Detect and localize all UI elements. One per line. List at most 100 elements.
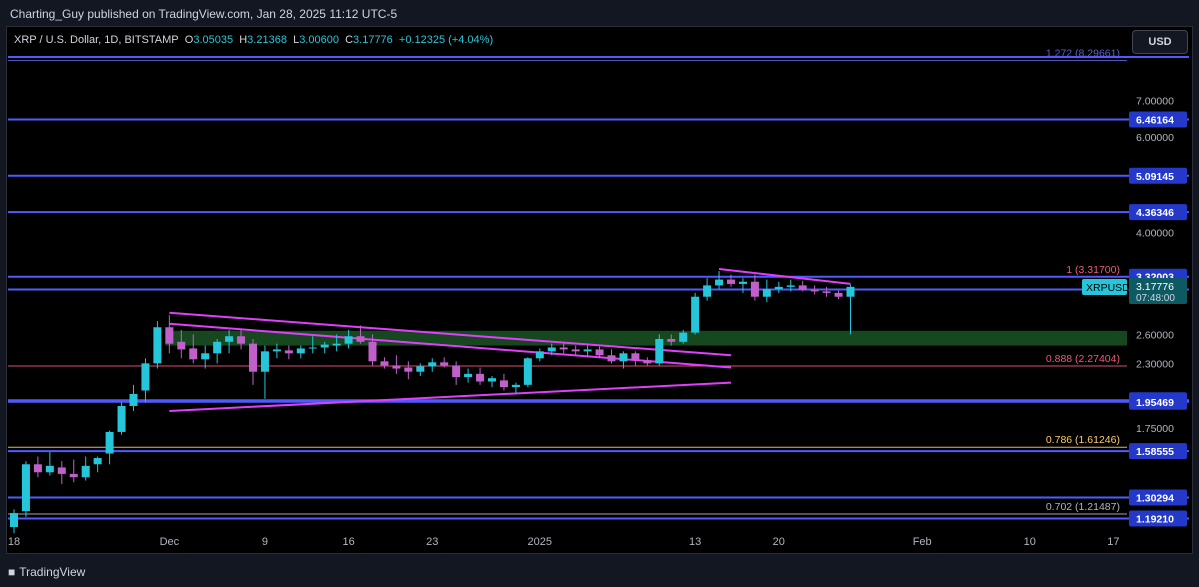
x-tick-label: 9 — [262, 536, 268, 548]
y-tick-label: 7.00000 — [1136, 96, 1174, 108]
high-value: 3.21368 — [247, 34, 287, 46]
candle-up — [762, 289, 771, 297]
footer-bar: ■ TradingView — [0, 556, 1199, 587]
publisher-text: Charting_Guy published on TradingView.co… — [10, 7, 398, 21]
candle-down — [727, 279, 735, 284]
candle-up — [715, 279, 724, 286]
open-label: O — [184, 34, 194, 46]
support-zone — [165, 330, 1128, 346]
x-tick-label: 18 — [8, 536, 20, 548]
x-tick-label: 2025 — [528, 536, 552, 548]
fib-level-label: 0.786 (1.61246) — [1046, 434, 1120, 446]
y-tick-label: 6.00000 — [1136, 132, 1174, 144]
candle-down — [476, 373, 485, 382]
open-value: 3.05035 — [193, 34, 234, 46]
candle-down — [368, 341, 377, 362]
candle-down — [607, 355, 616, 362]
candle-down — [750, 281, 759, 297]
change-value: +0.12325 (+4.04%) — [398, 34, 494, 46]
candle-up — [655, 338, 664, 364]
candle-down — [249, 343, 257, 372]
level-badge — [1129, 393, 1187, 410]
candle-up — [738, 281, 747, 284]
tradingview-logo-text: TradingView — [19, 565, 86, 579]
level-badge-label: 1.58555 — [1136, 446, 1174, 458]
candle-down — [499, 380, 508, 388]
candle-up — [93, 458, 102, 465]
high-label: H — [239, 34, 248, 46]
price-tag — [1129, 278, 1187, 305]
candle-down — [571, 349, 580, 352]
candle-down — [237, 336, 246, 344]
candle-up — [117, 405, 126, 432]
x-tick-label: 13 — [689, 536, 701, 548]
candle-up — [344, 336, 353, 344]
symbol-legend: XRP / U.S. Dollar, 1D, BITSTAMP O3.05035… — [14, 34, 493, 46]
candle-down — [356, 336, 365, 342]
candle-down — [822, 291, 831, 293]
candle-up — [296, 348, 305, 354]
level-badge — [1129, 510, 1187, 527]
close-label: C — [345, 34, 354, 46]
level-badge — [1129, 443, 1187, 460]
price-tag-value: 3.17776 — [1136, 281, 1174, 293]
candle-up — [523, 358, 532, 385]
candle-up — [141, 363, 150, 391]
fib-level-label: 1 (3.31700) — [1066, 264, 1120, 276]
y-tick-label: 2.60000 — [1136, 329, 1174, 341]
level-badge-label: 6.46164 — [1136, 114, 1174, 126]
candle-up — [691, 296, 700, 333]
x-tick-label: 10 — [1024, 536, 1036, 548]
candle-up — [105, 431, 114, 454]
level-badge-label: 1.30294 — [1136, 493, 1174, 505]
candle-down — [595, 349, 604, 356]
close-value: 3.17776 — [353, 34, 393, 46]
level-badge — [1129, 489, 1187, 506]
trendline — [169, 381, 732, 412]
tradingview-logo-icon: ■ — [8, 565, 16, 579]
x-tick-label: 20 — [773, 536, 785, 548]
candle-up — [81, 465, 90, 478]
candle-up — [488, 378, 496, 382]
candle-up — [225, 336, 234, 342]
level-badge-label: 4.36346 — [1136, 207, 1174, 219]
currency-button[interactable]: USD — [1132, 30, 1188, 54]
candle-up — [679, 332, 688, 342]
candle-down — [189, 348, 198, 360]
symbol-tag-label: XRPUSD — [1086, 282, 1130, 294]
trendline — [169, 311, 732, 357]
candle-up — [129, 394, 138, 406]
candle-up — [153, 327, 162, 364]
candle-up — [464, 373, 473, 378]
candle-up — [320, 344, 329, 348]
candle-up — [703, 285, 712, 297]
low-label: L — [293, 34, 300, 46]
candle-up — [846, 286, 855, 297]
fib-level-label: 0.702 (1.21487) — [1046, 501, 1120, 513]
trendline — [718, 268, 851, 285]
candle-up — [619, 353, 628, 362]
candle-up — [416, 366, 425, 372]
candle-up — [10, 513, 18, 527]
fib-level-label: 0.888 (2.27404) — [1046, 353, 1120, 365]
symbol-name: XRP / U.S. Dollar, 1D, BITSTAMP — [14, 34, 179, 46]
candle-up — [511, 384, 520, 388]
candle-down — [631, 353, 640, 361]
level-badge — [1129, 167, 1187, 184]
candle-up — [272, 349, 281, 352]
candle-up — [774, 286, 783, 290]
candle-down — [559, 347, 568, 350]
tradingview-logo: ■ TradingView — [8, 565, 85, 579]
candle-down — [57, 467, 66, 474]
candle-up — [260, 351, 269, 372]
candle-down — [404, 367, 413, 372]
x-tick-label: Feb — [913, 536, 932, 548]
candle-up — [428, 362, 437, 367]
x-tick-label: 17 — [1107, 536, 1119, 548]
level-badge-label: 1.95469 — [1136, 397, 1174, 409]
candle-down — [165, 327, 174, 344]
candle-down — [834, 292, 843, 297]
candle-down — [452, 365, 461, 378]
publisher-bar: Charting_Guy published on TradingView.co… — [0, 0, 1199, 26]
